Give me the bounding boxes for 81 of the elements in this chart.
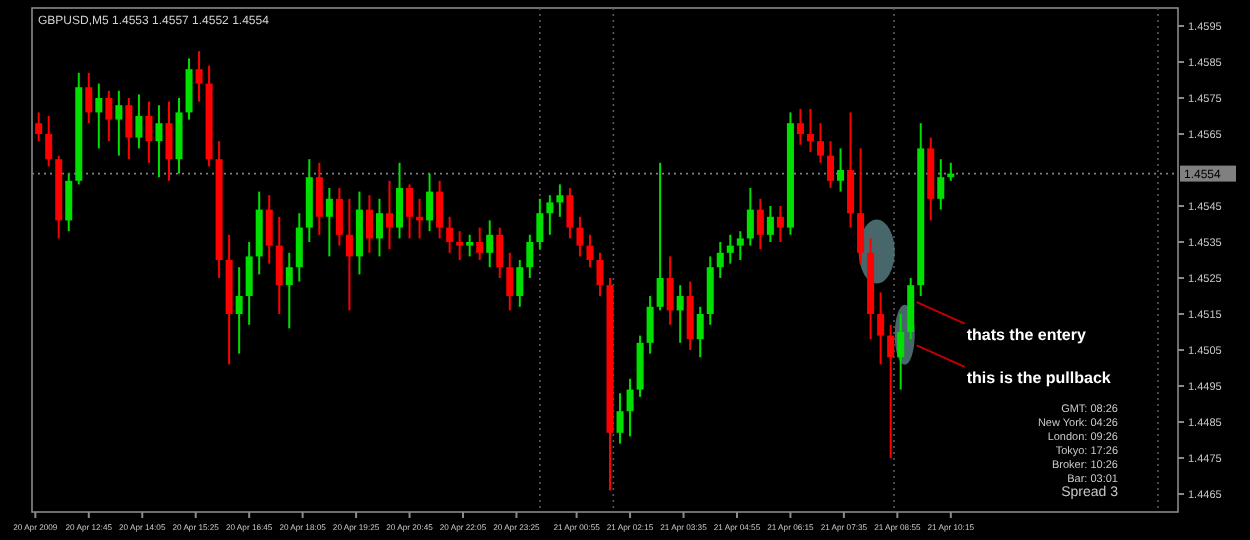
candlestick (806, 107, 814, 153)
annotation: thats the entery (966, 325, 1087, 344)
candlestick (476, 226, 484, 261)
candlestick (686, 280, 694, 351)
candlestick (556, 183, 564, 218)
candlestick (375, 197, 383, 258)
candlestick (345, 197, 353, 312)
candlestick (696, 305, 704, 359)
candlestick (365, 194, 373, 254)
candlestick (756, 197, 764, 251)
candlestick (446, 215, 454, 254)
candlestick (275, 215, 283, 315)
candlestick (396, 161, 404, 240)
candlestick (436, 179, 444, 240)
candlestick (355, 190, 363, 276)
candlestick (325, 187, 333, 258)
candlestick (746, 187, 754, 247)
candlestick (335, 187, 343, 247)
candlestick (887, 323, 895, 459)
candlestick (827, 140, 835, 189)
candlestick (546, 194, 554, 236)
candlestick (646, 295, 654, 355)
candlestick (506, 251, 514, 312)
candlestick (776, 205, 784, 243)
candlestick (245, 241, 253, 326)
candlestick (586, 233, 594, 269)
candlestick (897, 313, 905, 391)
candlestick (235, 266, 243, 355)
candlestick (816, 122, 825, 164)
candlestick (125, 97, 133, 161)
candlestick (486, 219, 494, 269)
candlestick (666, 255, 674, 326)
candlestick (496, 226, 504, 279)
candlestick (285, 251, 293, 330)
candlestick (937, 158, 945, 211)
candlestick (85, 71, 93, 125)
candlestick (576, 215, 584, 258)
candlestick (295, 212, 303, 283)
candlestick (847, 111, 855, 229)
candlestick (877, 291, 885, 366)
candlestick (95, 82, 103, 150)
candlestick (656, 161, 664, 312)
candlestick (636, 334, 644, 398)
candlestick (536, 197, 544, 251)
candlestick (45, 115, 53, 168)
candlestick (596, 251, 604, 297)
candlestick (837, 147, 845, 193)
candlestick (466, 233, 474, 258)
candlestick (736, 230, 744, 261)
candlestick (105, 89, 113, 143)
candlestick (726, 233, 734, 265)
candlestick (145, 100, 153, 164)
candlestick (65, 172, 73, 233)
candlestick (265, 194, 273, 265)
annotation: this is the pullback (966, 368, 1112, 387)
candlestick (857, 147, 865, 265)
candlestick (456, 230, 464, 261)
candlestick (676, 284, 684, 344)
candlestick (766, 205, 774, 243)
candlestick (115, 89, 123, 157)
candlestick (626, 377, 634, 438)
candlestick (35, 111, 43, 143)
candlestick (426, 172, 434, 233)
candlestick (566, 187, 574, 240)
candlestick (406, 183, 414, 240)
candlestick (175, 97, 183, 175)
candlestick (315, 161, 323, 236)
candlestick (526, 233, 534, 279)
candlestick (516, 259, 524, 308)
candlestick (716, 241, 724, 279)
candlestick (796, 107, 804, 146)
candlestick (155, 104, 163, 179)
candlestick (185, 57, 193, 121)
candlestick (165, 100, 173, 182)
candlestick (255, 190, 263, 276)
candlestick (706, 255, 714, 326)
candlestick (135, 93, 143, 150)
candlestick (385, 179, 394, 251)
candlestick (195, 50, 203, 103)
candlestick (616, 392, 624, 445)
candlestick (907, 277, 915, 341)
